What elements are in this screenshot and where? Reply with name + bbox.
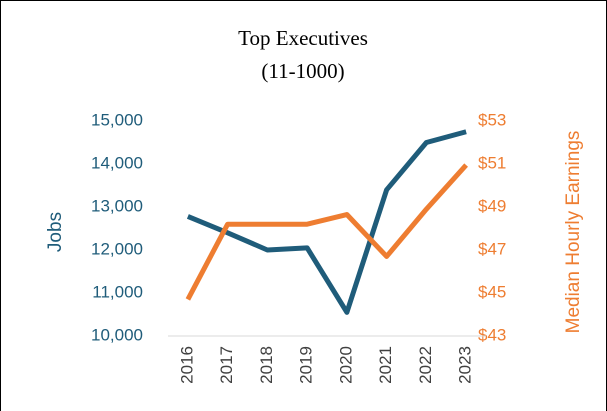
x-tick-label: 2020 — [336, 346, 355, 384]
series-line — [185, 163, 468, 301]
y2-tick-label: $43 — [478, 325, 506, 344]
chart-subtitle: (11-1000) — [261, 59, 344, 83]
y-tick-label: 11,000 — [92, 282, 143, 301]
x-tick-label: 2023 — [456, 346, 475, 384]
y-tick-label: 12,000 — [91, 239, 143, 258]
y-tick-label: 14,000 — [91, 153, 143, 172]
y-tick-label: 15,000 — [91, 110, 143, 129]
chart-title: Top Executives — [238, 26, 368, 50]
x-tick-label: 2021 — [376, 346, 395, 384]
x-tick-label: 2022 — [416, 346, 435, 384]
y-tick-label: 13,000 — [91, 196, 143, 215]
x-tick-label: 2017 — [217, 346, 236, 384]
y2-tick-label: $49 — [478, 196, 506, 215]
x-tick-label: 2018 — [257, 346, 276, 384]
y2-tick-label: $47 — [478, 239, 506, 258]
y-axis-label: Jobs — [45, 212, 66, 252]
y-tick-label: 10,000 — [91, 325, 143, 344]
y2-tick-label: $53 — [478, 110, 506, 129]
series-line — [186, 129, 467, 315]
y2-axis-label: Median Hourly Earnings — [563, 131, 584, 334]
x-tick-label: 2019 — [297, 346, 316, 384]
y2-tick-label: $51 — [478, 153, 506, 172]
y2-tick-label: $45 — [478, 282, 506, 301]
x-tick-label: 2016 — [177, 346, 196, 384]
